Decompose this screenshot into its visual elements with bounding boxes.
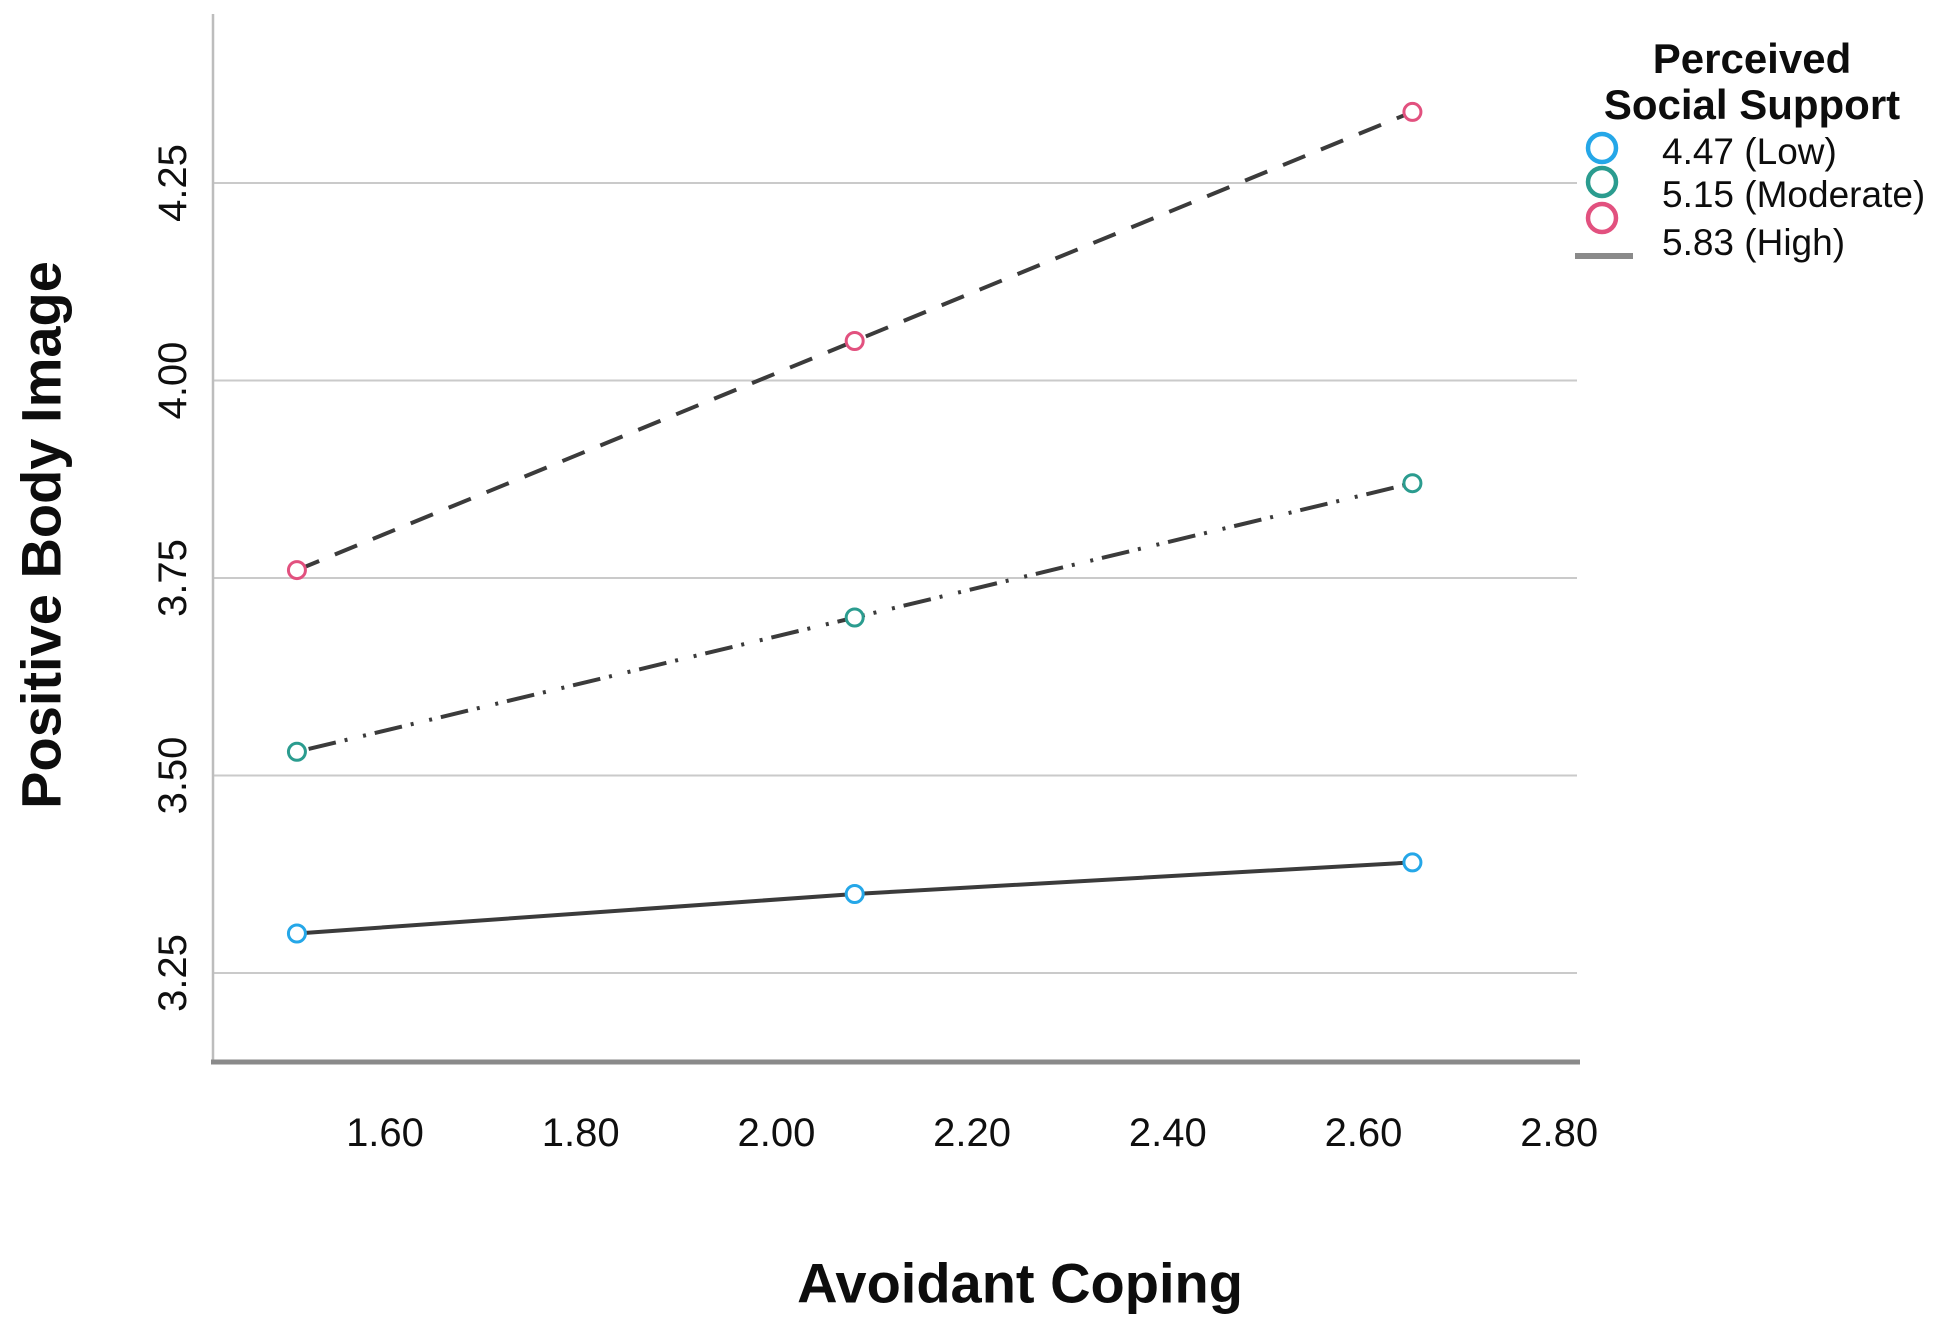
legend-marker-low <box>1585 131 1619 165</box>
legend-marker-moderate <box>1585 165 1619 199</box>
x-tick-label-2.00: 2.00 <box>737 1111 815 1155</box>
x-tick-label-1.60: 1.60 <box>346 1111 424 1155</box>
legend-label-low: 4.47 (Low) <box>1662 131 1837 172</box>
x-tick-label-2.20: 2.20 <box>933 1111 1011 1155</box>
data-point-low-1.51 <box>286 923 307 944</box>
data-point-low-2.08 <box>844 884 865 904</box>
x-tick-label-2.60: 2.60 <box>1325 1111 1403 1155</box>
data-point-moderate-2.65 <box>1402 473 1423 494</box>
legend-title-line2: Social Support <box>1603 81 1901 128</box>
data-point-moderate-2.08 <box>844 607 865 628</box>
legend-label-high: 5.83 (High) <box>1662 222 1846 263</box>
y-tick-label-3.50: 3.50 <box>151 737 195 815</box>
y-axis-title: Positive Body Image <box>9 261 73 809</box>
y-tick-label-3.25: 3.25 <box>151 934 195 1012</box>
legend-title: Perceived Social Support <box>1580 36 1924 128</box>
y-tick-label-4.00: 4.00 <box>151 342 195 420</box>
legend-marker-high <box>1585 201 1619 235</box>
x-axis-title: Avoidant Coping <box>797 1251 1243 1315</box>
data-point-high-2.08 <box>844 331 865 351</box>
data-point-high-2.65 <box>1402 101 1423 122</box>
data-point-low-2.65 <box>1402 852 1423 873</box>
data-point-moderate-1.51 <box>286 741 307 762</box>
legend-title-line1: Perceived <box>1652 35 1852 82</box>
legend-label-moderate: 5.15 (Moderate) <box>1662 174 1926 215</box>
y-tick-label-3.75: 3.75 <box>151 539 195 617</box>
y-tick-label-4.25: 4.25 <box>151 144 195 222</box>
data-point-high-1.51 <box>286 560 307 581</box>
x-tick-label-2.40: 2.40 <box>1129 1111 1207 1155</box>
series-line-high <box>296 110 1414 572</box>
x-tick-label-2.80: 2.80 <box>1520 1111 1598 1155</box>
x-tick-label-1.80: 1.80 <box>542 1111 620 1155</box>
